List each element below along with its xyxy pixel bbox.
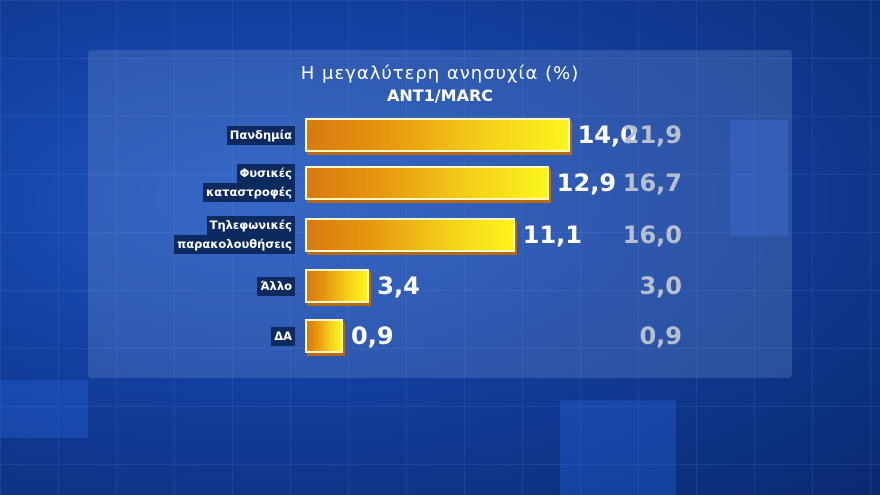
previous-value-label: 3,0 [639,272,682,300]
bar [305,218,515,252]
bar [305,269,370,303]
previous-value-label: 16,0 [622,221,682,249]
background-tile [560,400,676,495]
category-label-line: ΔΑ [271,326,295,346]
category-label: Φυσικές καταστροφές [203,163,295,203]
bar-row: Άλλο 3,4 3,0 [0,266,880,306]
value-label: 11,1 [522,221,582,249]
previous-value-label: 16,7 [622,169,682,197]
previous-value-label: 0,9 [639,322,682,350]
value-label: 3,4 [377,272,420,300]
background-tile [0,380,88,438]
category-label-line: καταστροφές [203,183,295,202]
category-label-line: Φυσικές [236,164,295,183]
bar [305,319,343,353]
value-label: 12,9 [556,169,617,197]
chart-title: Η μεγαλύτερη ανησυχία (%) [300,63,580,84]
category-label: Τηλεφωνικές παρακολουθήσεις [174,215,295,255]
bar-row: Πανδημία 14,0 21,9 [0,115,880,155]
category-label: Πανδημία [226,115,295,155]
category-label-line: Άλλο [257,276,295,296]
chart-panel [88,50,792,378]
chart-subtitle: ANT1/MARC [386,86,494,105]
bar-row: ΔΑ 0,9 0,9 [0,316,880,356]
category-label: ΔΑ [271,316,295,356]
category-label-line: παρακολουθήσεις [174,235,295,254]
value-label: 0,9 [351,322,394,350]
background-tile [730,120,788,236]
category-label-line: Πανδημία [226,125,295,145]
bar-row: Τηλεφωνικές παρακολουθήσεις 11,1 16,0 [0,215,880,255]
value-label: 14,0 [577,121,637,149]
bar [305,166,549,200]
previous-value-label: 21,9 [622,121,682,149]
bar [305,118,570,152]
category-label: Άλλο [257,266,295,306]
bar-row: Φυσικές καταστροφές 12,9 16,7 [0,163,880,203]
category-label-line: Τηλεφωνικές [206,216,295,235]
